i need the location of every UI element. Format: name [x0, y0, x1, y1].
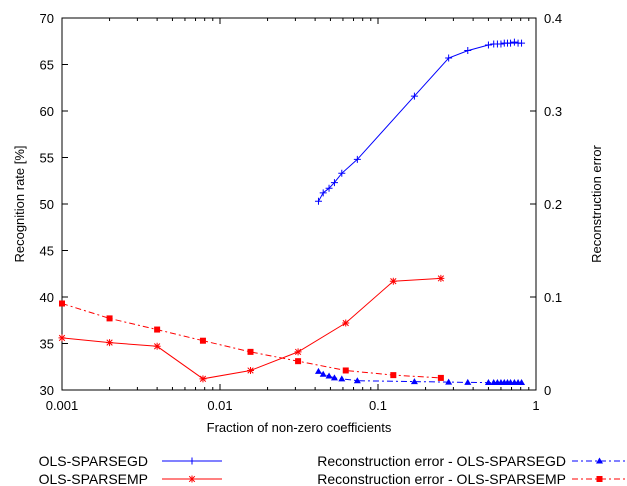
series-line-0	[318, 41, 522, 202]
y-tick-label: 70	[40, 11, 54, 26]
data-point	[319, 189, 327, 197]
data-point	[199, 337, 206, 344]
data-point	[153, 342, 161, 350]
data-point	[342, 367, 349, 374]
x-tick-label: 0.001	[46, 398, 79, 413]
y2-tick-label: 0.3	[544, 104, 562, 119]
data-point	[437, 374, 444, 381]
y-tick-label: 60	[40, 104, 54, 119]
data-point	[410, 378, 418, 385]
data-point	[314, 367, 322, 374]
data-point	[294, 348, 302, 356]
legend-label: OLS-SPARSEMP	[39, 471, 148, 486]
data-point	[464, 47, 472, 55]
x-axis-title: Fraction of non-zero coefficients	[207, 420, 392, 435]
plot-frame	[61, 17, 537, 391]
data-point	[445, 54, 453, 62]
legend-label: Reconstruction error - OLS-SPARSEGD	[317, 453, 566, 469]
y-tick-label: 45	[40, 244, 54, 259]
data-point	[353, 377, 361, 384]
legend-label: Reconstruction error - OLS-SPARSEMP	[317, 471, 566, 486]
y2-tick-label: 0	[544, 383, 551, 398]
data-point	[319, 370, 327, 377]
y2-tick-label: 0.4	[544, 11, 562, 26]
y2-axis-title: Reconstruction error	[589, 144, 604, 262]
y-tick-label: 35	[40, 337, 54, 352]
data-point	[342, 319, 350, 327]
data-point	[353, 155, 361, 163]
data-point	[314, 197, 322, 205]
legend-marker	[188, 475, 196, 483]
data-point	[484, 379, 492, 386]
series-layer	[58, 38, 526, 386]
data-point	[325, 184, 333, 192]
data-point	[154, 326, 161, 333]
data-point	[484, 41, 492, 49]
legend-marker	[596, 476, 603, 482]
data-point	[247, 348, 254, 355]
data-point	[437, 274, 445, 282]
data-point	[325, 372, 333, 379]
y-tick-label: 55	[40, 151, 54, 166]
x-tick-label: 1	[532, 398, 539, 413]
y2-tick-label: 0.2	[544, 197, 562, 212]
data-point	[464, 378, 472, 385]
legend-layer: OLS-SPARSEGD OLS-SPARSEMP Reconstruction e…	[39, 453, 627, 486]
data-point	[338, 375, 346, 382]
legend-marker	[596, 457, 603, 464]
data-point	[295, 358, 302, 365]
data-point	[389, 277, 397, 285]
data-point	[410, 92, 418, 100]
y-axis-title: Recognition rate [%]	[12, 145, 27, 262]
legend-marker	[188, 457, 196, 465]
data-point	[507, 39, 515, 47]
series-line-1	[61, 277, 441, 380]
x-tick-label: 0.01	[207, 398, 232, 413]
y-tick-label: 40	[40, 290, 54, 305]
legend-label: OLS-SPARSEGD	[39, 453, 148, 469]
series-line-3	[61, 303, 441, 379]
data-point	[199, 375, 207, 383]
data-point	[330, 179, 338, 187]
axes-layer: 0.001 0.01 0.1 1 30 35 40 45 50 55 60 65 70 0 0.1 0.2 0.…	[12, 11, 604, 435]
data-point	[445, 378, 453, 385]
data-point	[58, 334, 66, 342]
x-tick-label: 0.1	[369, 398, 387, 413]
data-point	[497, 40, 505, 48]
data-point	[390, 372, 397, 379]
data-point	[106, 315, 113, 322]
data-point	[338, 169, 346, 177]
y-tick-label: 65	[40, 58, 54, 73]
data-point	[330, 374, 338, 381]
y-tick-label: 50	[40, 197, 54, 212]
y2-tick-label: 0.1	[544, 290, 562, 305]
data-point	[59, 300, 65, 307]
data-point	[518, 379, 526, 386]
data-point	[106, 339, 114, 347]
data-point	[518, 39, 526, 47]
data-point	[247, 366, 255, 374]
y-tick-label: 30	[40, 383, 54, 398]
data-point	[510, 38, 518, 46]
